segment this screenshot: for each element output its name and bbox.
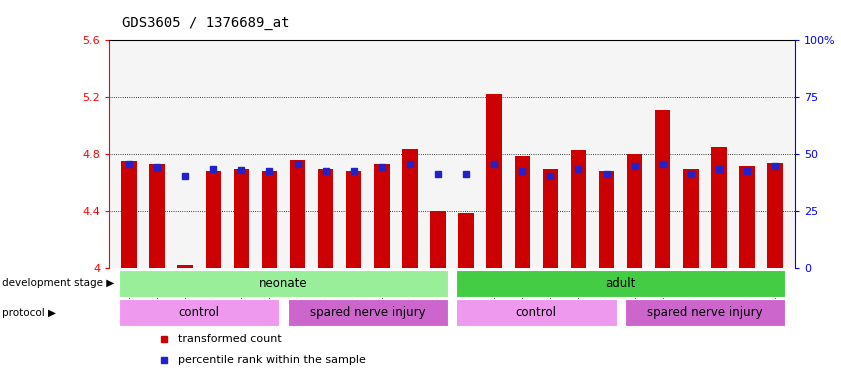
Text: neonate: neonate [259, 276, 308, 290]
Bar [121, 161, 137, 268]
Bar [515, 156, 530, 268]
Bar [627, 154, 643, 268]
Bar [290, 160, 305, 268]
Bar [177, 265, 193, 268]
Bar [150, 164, 165, 268]
Text: development stage ▶: development stage ▶ [2, 278, 114, 288]
Bar [571, 150, 586, 268]
Bar [456, 270, 785, 297]
Bar [318, 169, 333, 268]
Bar [119, 299, 279, 326]
Bar [346, 171, 362, 268]
Text: percentile rank within the sample: percentile rank within the sample [177, 354, 366, 365]
Bar [374, 164, 389, 268]
Bar [431, 211, 446, 268]
Bar [288, 299, 448, 326]
Bar [711, 147, 727, 268]
Text: protocol ▶: protocol ▶ [2, 308, 56, 318]
Text: transformed count: transformed count [177, 334, 282, 344]
Text: control: control [179, 306, 220, 319]
Bar [234, 169, 249, 268]
Bar [599, 171, 614, 268]
Text: spared nerve injury: spared nerve injury [310, 306, 426, 319]
Bar [458, 213, 473, 268]
Bar [456, 299, 616, 326]
Bar [542, 169, 558, 268]
Text: spared nerve injury: spared nerve injury [647, 306, 763, 319]
Bar [486, 94, 502, 268]
Bar [739, 166, 754, 268]
Text: GDS3605 / 1376689_at: GDS3605 / 1376689_at [122, 16, 289, 30]
Text: control: control [516, 306, 557, 319]
Bar [625, 299, 785, 326]
Bar [262, 171, 278, 268]
Bar [655, 110, 670, 268]
Bar [767, 163, 783, 268]
Text: adult: adult [606, 276, 636, 290]
Bar [683, 169, 699, 268]
Bar [402, 149, 418, 268]
Bar [119, 270, 448, 297]
Bar [205, 171, 221, 268]
